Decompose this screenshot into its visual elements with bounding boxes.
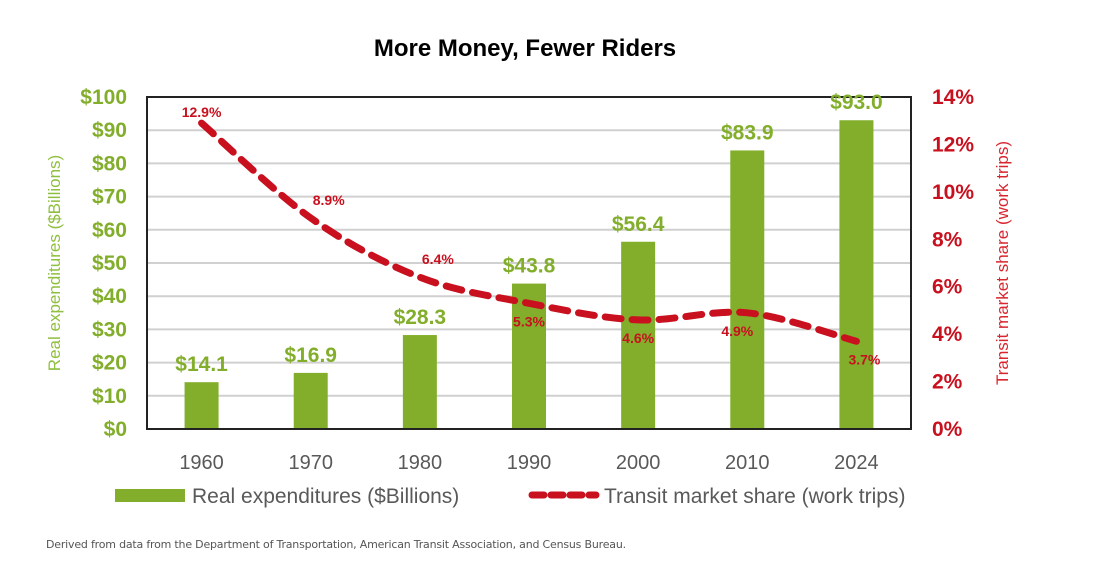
left-tick-label: $70 xyxy=(92,186,127,209)
chart-title: More Money, Fewer Riders xyxy=(374,35,676,62)
legend-label-market-share: Transit market share (work trips) xyxy=(604,485,905,508)
left-axis-ticks: $0 $10 $20 $30 $40 $50 $60 $70 $80 $90 $100 xyxy=(80,86,127,441)
legend: Real expenditures ($Billions) Transit ma… xyxy=(115,485,905,508)
right-tick-label: 12% xyxy=(932,133,974,156)
line-labels: 12.9% 8.9% 6.4% 5.3% 4.6% 4.9% 3.7% xyxy=(182,104,881,367)
x-tick-label: 1960 xyxy=(179,452,224,474)
right-tick-label: 10% xyxy=(932,181,974,204)
bar-series xyxy=(184,120,874,430)
x-tick-label: 1990 xyxy=(507,452,552,474)
line-value-label: 8.9% xyxy=(313,192,345,208)
bar xyxy=(621,241,656,429)
line-series xyxy=(198,119,860,345)
left-tick-label: $100 xyxy=(80,86,127,109)
line-path xyxy=(198,119,860,345)
x-tick-label: 2024 xyxy=(834,452,879,474)
source-note: Derived from data from the Department of… xyxy=(46,538,626,551)
bar-value-label: $28.3 xyxy=(394,306,447,329)
x-tick-label: 2010 xyxy=(725,452,770,474)
line-value-label: 4.9% xyxy=(721,323,753,339)
left-tick-label: $90 xyxy=(92,119,127,142)
bar-value-label: $14.1 xyxy=(175,353,228,376)
left-tick-label: $0 xyxy=(104,418,127,441)
x-axis-ticks: 1960 1970 1980 1990 2000 2010 2024 xyxy=(179,452,878,474)
left-tick-label: $40 xyxy=(92,285,127,308)
right-tick-label: 8% xyxy=(932,228,963,251)
left-tick-label: $80 xyxy=(92,152,127,175)
line-value-label: 12.9% xyxy=(182,104,222,120)
right-tick-label: 2% xyxy=(932,371,963,394)
left-tick-label: $30 xyxy=(92,318,127,341)
x-tick-label: 1970 xyxy=(288,452,333,474)
bar-value-label: $56.4 xyxy=(612,213,665,236)
right-axis-title: Transit market share (work trips) xyxy=(993,141,1012,385)
line-value-label: 3.7% xyxy=(848,351,880,367)
bar-value-label: $16.9 xyxy=(284,344,337,367)
line-value-label: 6.4% xyxy=(422,251,454,267)
bar xyxy=(839,120,874,430)
left-tick-label: $60 xyxy=(92,219,127,242)
x-tick-label: 1980 xyxy=(398,452,443,474)
line-value-label: 4.6% xyxy=(622,330,654,346)
left-tick-label: $20 xyxy=(92,352,127,375)
left-tick-label: $10 xyxy=(92,385,127,408)
right-tick-label: 4% xyxy=(932,323,963,346)
left-tick-label: $50 xyxy=(92,252,127,275)
right-tick-label: 14% xyxy=(932,86,974,109)
legend-swatch-bar xyxy=(115,489,185,502)
bar-value-label: $43.8 xyxy=(503,255,556,278)
line-value-label: 5.3% xyxy=(513,313,545,329)
bar-value-label: $93.0 xyxy=(830,91,883,114)
right-axis-ticks: 0% 2% 4% 6% 8% 10% 12% 14% xyxy=(932,86,974,441)
gridlines xyxy=(147,129,911,397)
bar-labels: $14.1 $16.9 $28.3 $43.8 $56.4 $83.9 $93.0 xyxy=(175,91,882,376)
legend-label-expenditures: Real expenditures ($Billions) xyxy=(192,485,459,508)
bar xyxy=(184,382,219,429)
right-tick-label: 6% xyxy=(932,276,963,299)
bar-value-label: $83.9 xyxy=(721,121,774,144)
left-axis-title: Real expenditures ($Billions) xyxy=(45,155,64,371)
chart: More Money, Fewer Riders $0$10$20$30$40$… xyxy=(45,35,1012,508)
bar xyxy=(402,335,437,429)
plot-frame xyxy=(146,96,912,430)
right-tick-label: 0% xyxy=(932,418,963,441)
bar xyxy=(730,150,765,429)
x-tick-label: 2000 xyxy=(616,452,661,474)
bar xyxy=(293,372,328,429)
